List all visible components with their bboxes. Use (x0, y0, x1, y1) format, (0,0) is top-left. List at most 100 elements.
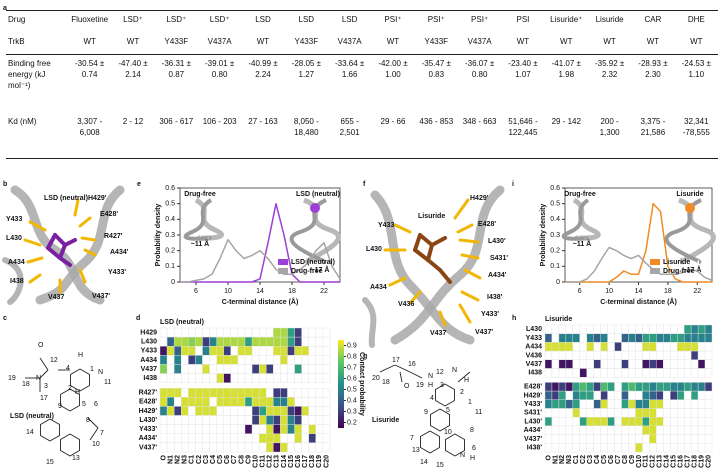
heat-cell (294, 327, 302, 338)
empty-cell (159, 442, 168, 453)
heat-cell (670, 333, 678, 343)
heat-cell (697, 382, 706, 392)
atom-label: 17 (392, 357, 400, 364)
x-tick-label: 14 (256, 288, 264, 295)
empty-cell (258, 346, 267, 356)
empty-cell (558, 324, 567, 334)
empty-cell (635, 342, 643, 352)
empty-cell (166, 327, 175, 338)
residue-stick (23, 238, 42, 247)
heat-cell (586, 382, 594, 392)
x-tick-label: 6 (578, 288, 582, 295)
heat-cell (266, 442, 274, 453)
empty-cell (230, 327, 239, 338)
legend-swatch (278, 268, 288, 274)
empty-cell (301, 355, 309, 365)
protein-inset (194, 197, 224, 241)
heat-cell (266, 415, 274, 425)
ligand-bond (426, 243, 434, 262)
heat-cell (572, 333, 580, 343)
ligand-bond (438, 268, 452, 284)
table-cell: -24.53 ± 1.10 (681, 59, 711, 79)
empty-cell (315, 433, 324, 444)
empty-cell (301, 364, 309, 374)
table-cell: 655 - 2,501 (327, 112, 372, 159)
ligand-bond (58, 256, 72, 267)
table-cell: -28.93 ± 2.30 (638, 59, 668, 79)
protein-ribbon (390, 185, 505, 345)
atom-label: 16 (408, 361, 416, 368)
table-cell: 2 - 12 (111, 112, 155, 159)
atom-label: N (98, 369, 103, 376)
empty-cell (181, 415, 189, 425)
colorbar-label: Contact probability (358, 352, 365, 416)
heat-cell (273, 327, 281, 338)
table-cell: LSD⁺ (154, 10, 198, 33)
residue-stick (408, 290, 422, 305)
empty-cell (683, 408, 692, 418)
heat-cell (677, 342, 685, 352)
empty-cell (683, 359, 692, 369)
empty-cell (600, 434, 608, 444)
protein-ribbon (2, 257, 24, 305)
empty-cell (614, 382, 622, 392)
empty-cell (308, 373, 317, 383)
empty-cell (663, 324, 671, 334)
heat-cell (181, 346, 189, 356)
empty-cell (565, 417, 574, 427)
table-cell: -39.01 ± 0.80 (205, 59, 235, 79)
heat-cell (159, 397, 168, 407)
empty-cell (663, 359, 671, 369)
row-label: Y433 (141, 348, 157, 355)
empty-cell (642, 324, 650, 334)
heat-cell (635, 408, 643, 418)
heat-cell (544, 390, 553, 401)
heat-cell (216, 355, 224, 365)
empty-cell (704, 390, 713, 401)
heat-cell (280, 397, 288, 407)
heat-cell (202, 364, 210, 374)
heat-cell (635, 417, 643, 427)
empty-cell (704, 434, 713, 444)
colorbar-tick-label: 0.7 (347, 364, 357, 371)
atom-label: O (404, 383, 410, 390)
heat-cell (628, 382, 636, 392)
empty-cell (209, 397, 217, 407)
empty-cell (649, 368, 657, 378)
heat-cell (308, 424, 317, 434)
empty-cell (315, 336, 324, 347)
empty-cell (600, 408, 608, 418)
empty-cell (173, 397, 182, 407)
table-cell: WT (241, 32, 285, 55)
empty-cell (670, 359, 678, 369)
empty-cell (607, 399, 615, 409)
atom-label: 8 (86, 417, 90, 424)
column-label: C13 (274, 455, 281, 468)
empty-cell (287, 355, 295, 365)
heat-cell (280, 406, 288, 416)
empty-cell (670, 408, 678, 418)
residue-label: E428' (478, 221, 496, 228)
heat-cell (209, 336, 217, 347)
atom-label: H (78, 352, 83, 359)
empty-cell (173, 424, 182, 434)
empty-cell (181, 355, 189, 365)
residue-stick (463, 268, 482, 280)
residue-label: V436 (398, 301, 414, 308)
empty-cell (642, 368, 650, 378)
y-tick-label: 0.5 (550, 201, 560, 208)
empty-cell (607, 342, 615, 352)
heat-cell (202, 336, 210, 347)
heat-cell (593, 333, 601, 343)
heat-cell (697, 333, 706, 343)
column-label: C16 (295, 455, 302, 468)
heat-cell (649, 408, 657, 418)
empty-cell (565, 434, 574, 444)
residue-stick (26, 256, 44, 264)
table-cell: Y433F (154, 32, 198, 55)
empty-cell (551, 359, 560, 369)
series-line (180, 202, 340, 283)
empty-cell (181, 433, 189, 444)
heat-cell (280, 387, 288, 398)
empty-cell (544, 425, 553, 435)
